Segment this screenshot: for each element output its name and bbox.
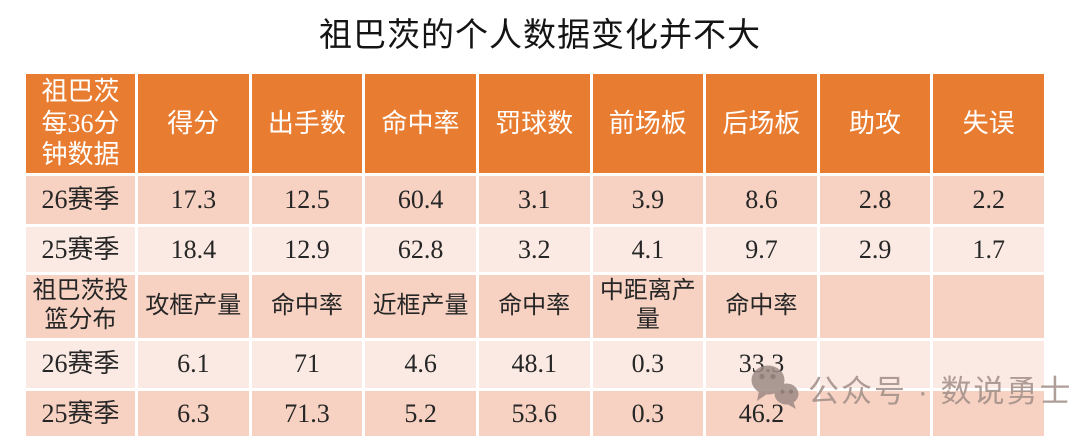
shot-row-season25: 25赛季 6.3 71.3 5.2 53.6 0.3 46.2 [23, 387, 1047, 436]
header-cell: 近框产量 [362, 272, 479, 341]
header-cell: 失误 [930, 70, 1047, 177]
shot-row-season26: 26赛季 6.1 71 4.6 48.1 0.3 33.3 [23, 337, 1047, 391]
value-cell: 71 [248, 337, 366, 391]
value-cell: 71.3 [248, 387, 366, 436]
header-cell [930, 272, 1047, 341]
value-cell: 8.6 [703, 173, 820, 228]
value-cell: 2.8 [816, 173, 934, 228]
value-cell: 12.5 [248, 173, 366, 228]
header-cell [816, 272, 934, 341]
value-cell: 1.7 [930, 224, 1047, 276]
value-cell: 0.3 [589, 387, 707, 436]
per36-header-row: 祖巴茨每36分钟数据 得分 出手数 命中率 罚球数 前场板 后场板 助攻 失误 [23, 70, 1047, 177]
header-cell: 前场板 [589, 70, 707, 177]
value-cell: 0.3 [589, 337, 707, 391]
value-cell: 60.4 [362, 173, 479, 228]
header-cell: 出手数 [248, 70, 366, 177]
header-cell: 罚球数 [475, 70, 593, 177]
per36-row-season26: 26赛季 17.3 12.5 60.4 3.1 3.9 8.6 2.8 2.2 [23, 173, 1047, 228]
value-cell: 9.7 [703, 224, 820, 276]
value-cell: 18.4 [135, 224, 252, 276]
header-cell: 命中率 [703, 272, 820, 341]
header-cell: 攻框产量 [135, 272, 252, 341]
header-cell: 后场板 [703, 70, 820, 177]
header-cell: 得分 [135, 70, 252, 177]
header-cell: 祖巴茨每36分钟数据 [23, 70, 138, 177]
value-cell [930, 387, 1047, 436]
header-cell: 命中率 [475, 272, 593, 341]
row-label: 26赛季 [23, 337, 138, 391]
value-cell: 12.9 [248, 224, 366, 276]
value-cell: 2.9 [816, 224, 934, 276]
stats-table: 祖巴茨每36分钟数据 得分 出手数 命中率 罚球数 前场板 后场板 助攻 失误 … [23, 70, 1047, 436]
watermark-text: 公众号 · 数说勇士 [808, 373, 1073, 409]
value-cell [930, 337, 1047, 391]
page-title: 祖巴茨的个人数据变化并不大 [319, 16, 761, 53]
header-cell: 中距离产量 [589, 272, 707, 341]
value-cell: 4.6 [362, 337, 479, 391]
row-label: 26赛季 [23, 173, 138, 228]
header-cell: 命中率 [362, 70, 479, 177]
watermark: 公众号 · 数说勇士 [747, 363, 1073, 413]
value-cell [816, 337, 934, 391]
value-cell: 5.2 [362, 387, 479, 436]
value-cell: 2.2 [930, 173, 1047, 228]
row-label: 25赛季 [23, 224, 138, 276]
value-cell: 33.3 [703, 337, 820, 391]
value-cell: 3.1 [475, 173, 593, 228]
wechat-icon [747, 363, 803, 413]
row-label: 25赛季 [23, 387, 138, 436]
header-cell: 祖巴茨投篮分布 [23, 272, 138, 341]
shot-distribution-header-row: 祖巴茨投篮分布 攻框产量 命中率 近框产量 命中率 中距离产量 命中率 [23, 272, 1047, 341]
header-cell: 命中率 [248, 272, 366, 341]
value-cell: 53.6 [475, 387, 593, 436]
value-cell [816, 387, 934, 436]
per36-row-season25: 25赛季 18.4 12.9 62.8 3.2 4.1 9.7 2.9 1.7 [23, 224, 1047, 276]
value-cell: 17.3 [135, 173, 252, 228]
header-cell: 助攻 [816, 70, 934, 177]
value-cell: 4.1 [589, 224, 707, 276]
value-cell: 6.3 [135, 387, 252, 436]
value-cell: 3.2 [475, 224, 593, 276]
value-cell: 48.1 [475, 337, 593, 391]
value-cell: 46.2 [703, 387, 820, 436]
value-cell: 3.9 [589, 173, 707, 228]
value-cell: 6.1 [135, 337, 252, 391]
value-cell: 62.8 [362, 224, 479, 276]
